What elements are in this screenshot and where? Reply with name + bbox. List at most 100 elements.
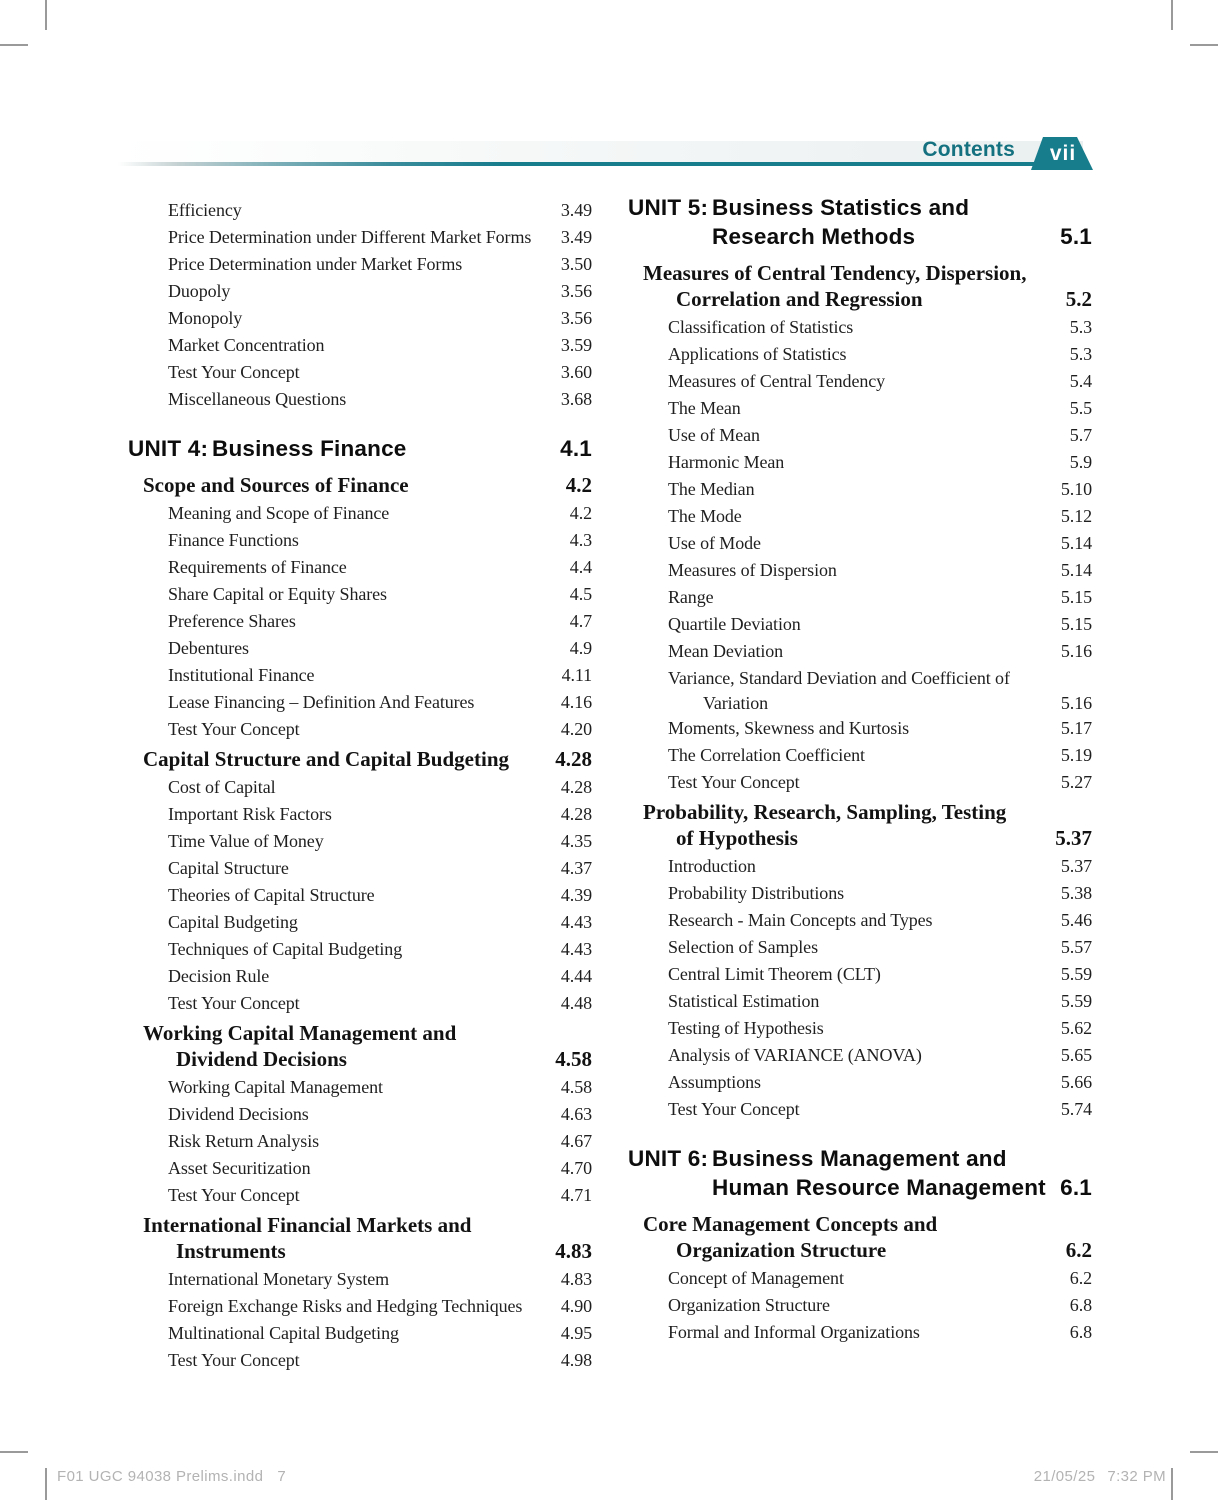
entry-title: The Median [668, 479, 755, 499]
toc-entry-item: Range 5.15 [628, 584, 1092, 611]
toc-entry-item: Test Your Concept 4.48 [128, 990, 592, 1017]
toc-entry-item: Concept of Management 6.2 [628, 1265, 1092, 1292]
entry-title: Classification of Statistics [668, 317, 854, 337]
toc-entry-item: Introduction 5.37 [628, 853, 1092, 880]
entry-page: 4.11 [561, 665, 593, 685]
entry-title: International Monetary System [168, 1269, 390, 1289]
toc-entry-item: Classification of Statistics 5.3 [628, 314, 1092, 341]
entry-page: 5.14 [1060, 533, 1092, 553]
toc-entry-item: Asset Securitization 4.70 [128, 1155, 592, 1182]
entry-page: 5.74 [1060, 1099, 1092, 1119]
entry-title: Applications of Statistics [668, 344, 847, 364]
entry-title: Business Management and [712, 1146, 1007, 1171]
entry-page: 4.71 [560, 1185, 592, 1205]
toc-entry-item: Debentures 4.9 [128, 635, 592, 662]
entry-title: Capital Structure [168, 858, 289, 878]
entry-page: 4.58 [555, 1047, 592, 1071]
crop-mark [0, 1451, 28, 1453]
entry-title: Analysis of VARIANCE (ANOVA) [668, 1045, 922, 1065]
toc-entry-section: Probability, Research, Sampling, Testing… [628, 799, 1092, 851]
toc-entry-item: Test Your Concept 3.60 [128, 359, 592, 386]
entry-page: 5.37 [1060, 856, 1092, 876]
toc-entry-item: Meaning and Scope of Finance 4.2 [128, 500, 592, 527]
entry-title: Dividend Decisions [168, 1104, 309, 1124]
entry-page: 4.37 [560, 858, 592, 878]
entry-page: 4.43 [560, 939, 592, 959]
entry-page: 4.20 [560, 719, 592, 739]
entry-title: The Mode [668, 506, 742, 526]
entry-page: 4.63 [560, 1104, 592, 1124]
toc-entry-item: Measures of Central Tendency 5.4 [628, 368, 1092, 395]
entry-title: Probability, Research, Sampling, Testing [643, 800, 1007, 824]
toc-entry-item: Preference Shares 4.7 [128, 608, 592, 635]
entry-page: 4.4 [569, 557, 592, 577]
entry-title: of Hypothesis [676, 826, 798, 850]
header-strip [118, 141, 1083, 162]
entry-page: 3.49 [560, 227, 592, 247]
entry-page: 4.44 [560, 966, 592, 986]
toc-entry-item: Analysis of VARIANCE (ANOVA) 5.65 [628, 1042, 1092, 1069]
entry-page: 3.56 [560, 308, 592, 328]
footer-timestamp: 21/05/25 7:32 PM [1034, 1468, 1166, 1485]
toc-entry-item: Price Determination under Different Mark… [128, 224, 592, 251]
entry-page: 5.38 [1060, 883, 1092, 903]
toc-entry-item: Market Concentration 3.59 [128, 332, 592, 359]
toc-entry-item: Foreign Exchange Risks and Hedging Techn… [128, 1293, 592, 1320]
entry-title: Dividend Decisions [176, 1047, 347, 1071]
entry-title: Requirements of Finance [168, 557, 347, 577]
entry-title: Introduction [668, 856, 756, 876]
entry-title: Time Value of Money [168, 831, 324, 851]
entry-page: 4.5 [569, 584, 592, 604]
entry-title: Foreign Exchange Risks and Hedging Techn… [168, 1296, 523, 1316]
entry-page: 4.95 [560, 1323, 592, 1343]
entry-page: 5.57 [1060, 937, 1092, 957]
entry-title: Preference Shares [168, 611, 296, 631]
footer-page-indicator: 7 [277, 1468, 287, 1485]
toc-entry-item: Test Your Concept 4.98 [128, 1347, 592, 1374]
entry-page: 5.16 [1060, 693, 1092, 713]
entry-title: Test Your Concept [168, 719, 300, 739]
toc-entry-item: Lease Financing – Definition And Feature… [128, 689, 592, 716]
entry-page: 5.15 [1060, 587, 1092, 607]
entry-title: Organization Structure [668, 1295, 830, 1315]
entry-title: Central Limit Theorem (CLT) [668, 964, 881, 984]
toc-entry-item: Decision Rule 4.44 [128, 963, 592, 990]
entry-title: Scope and Sources of Finance [143, 473, 409, 497]
entry-title: Testing of Hypothesis [668, 1018, 824, 1038]
entry-page: 6.8 [1069, 1295, 1092, 1315]
entry-title: Institutional Finance [168, 665, 315, 685]
entry-page: 6.2 [1069, 1268, 1092, 1288]
entry-title: The Mean [668, 398, 741, 418]
toc-entry-item: Share Capital or Equity Shares 4.5 [128, 581, 592, 608]
toc-entry-section: Working Capital Management and Dividend D… [128, 1020, 592, 1072]
entry-title: Lease Financing – Definition And Feature… [168, 692, 475, 712]
crop-mark [45, 0, 47, 30]
entry-title: Duopoly [168, 281, 231, 301]
entry-page: 4.16 [560, 692, 592, 712]
toc-entry-section: Capital Structure and Capital Budgeting 4… [128, 746, 592, 772]
entry-title: Core Management Concepts and [643, 1212, 938, 1236]
toc-entry-item: Test Your Concept 5.74 [628, 1096, 1092, 1123]
toc-entry-section: Measures of Central Tendency, Dispersion… [628, 260, 1092, 312]
footer-file-info: F01 UGC 94038 Prelims.indd 7 [57, 1468, 286, 1485]
entry-page: 6.8 [1069, 1322, 1092, 1342]
toc-entry-item: Moments, Skewness and Kurtosis 5.17 [628, 715, 1092, 742]
toc-entry-item: Time Value of Money 4.35 [128, 828, 592, 855]
entry-title: Share Capital or Equity Shares [168, 584, 387, 604]
entry-title: Asset Securitization [168, 1158, 311, 1178]
entry-page: 4.83 [555, 1239, 592, 1263]
toc-entry-item: Duopoly 3.56 [128, 278, 592, 305]
toc-entry-item: Central Limit Theorem (CLT) 5.59 [628, 961, 1092, 988]
entry-title: Measures of Central Tendency [668, 371, 886, 391]
entry-title: Organization Structure [676, 1238, 887, 1262]
toc-entry-item: The Mode 5.12 [628, 503, 1092, 530]
entry-page: 4.28 [560, 777, 592, 797]
toc-entry-item: Techniques of Capital Budgeting 4.43 [128, 936, 592, 963]
entry-page: 5.1 [1060, 224, 1092, 249]
entry-page: 5.46 [1060, 910, 1092, 930]
entry-page: 6.1 [1060, 1175, 1092, 1200]
crop-mark [0, 44, 28, 46]
entry-title: Capital Structure and Capital Budgeting [143, 747, 509, 771]
contents-label: Contents [922, 138, 1015, 161]
toc-entry-item: Test Your Concept 4.71 [128, 1182, 592, 1209]
